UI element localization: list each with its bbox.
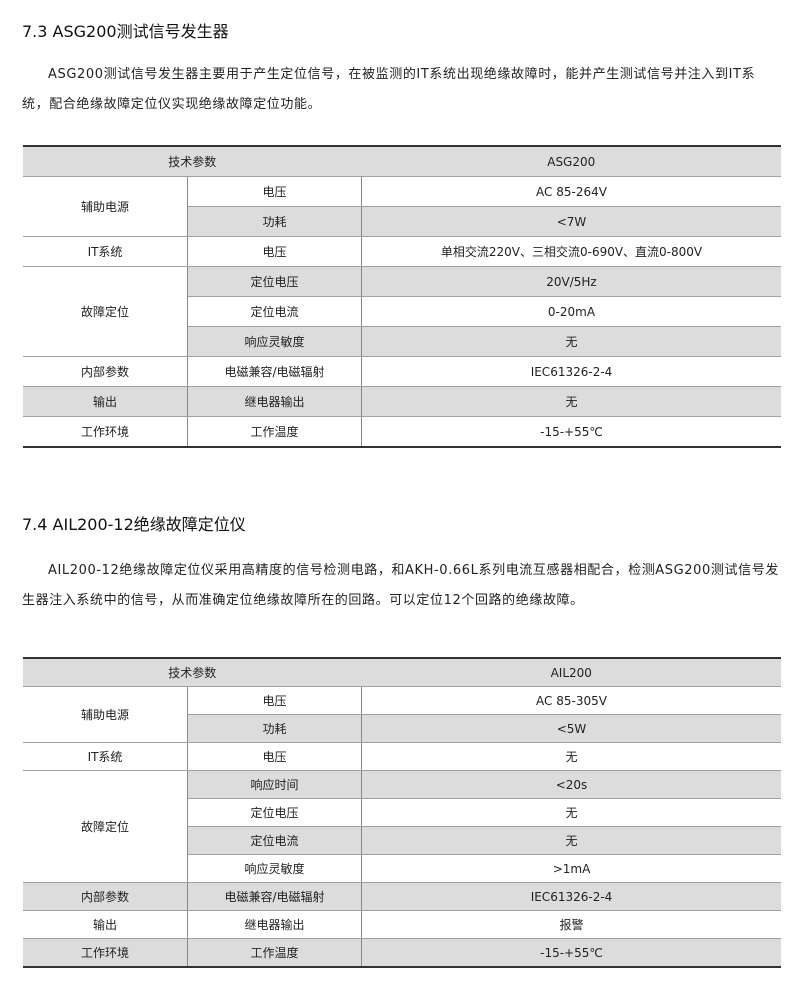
group-cell: 输出 (23, 910, 188, 939)
table-row: 响应灵敏度 >1mA (23, 854, 781, 883)
table-row: IT系统 电压 无 (23, 742, 781, 771)
value-cell: 无 (361, 326, 781, 357)
value-cell: >1mA (361, 854, 781, 883)
table-row: 工作环境 工作温度 -15-+55℃ (23, 416, 781, 448)
table-header-row: 技术参数 AIL200 (23, 657, 781, 687)
value-cell: 20V/5Hz (361, 266, 781, 297)
param-cell: 继电器输出 (187, 910, 362, 939)
param-cell: 定位电流 (187, 826, 362, 855)
param-cell: 功耗 (187, 206, 362, 237)
group-cell: 内部参数 (23, 356, 188, 387)
group-cell: 输出 (23, 386, 188, 417)
value-cell: 无 (361, 742, 781, 771)
table-row: 定位电流 0-20mA (23, 296, 781, 327)
group-cell: 工作环境 (23, 416, 188, 448)
value-cell: -15-+55℃ (361, 938, 781, 968)
section-heading-7-3: 7.3 ASG200测试信号发生器 (22, 22, 229, 41)
param-cell: 工作温度 (187, 416, 362, 448)
param-cell: 继电器输出 (187, 386, 362, 417)
value-cell: 无 (361, 798, 781, 827)
value-cell: IEC61326-2-4 (361, 356, 781, 387)
group-cell: 辅助电源 (23, 686, 188, 743)
table-row: 工作环境 工作温度 -15-+55℃ (23, 938, 781, 968)
param-cell: 定位电流 (187, 296, 362, 327)
table-header-row: 技术参数 ASG200 (23, 145, 781, 177)
value-cell: AC 85-264V (361, 176, 781, 207)
param-cell: 电压 (187, 236, 362, 267)
param-cell: 功耗 (187, 714, 362, 743)
table-row: 辅助电源 电压 AC 85-264V (23, 176, 781, 237)
group-cell: IT系统 (23, 742, 188, 771)
table-row: 辅助电源 电压 AC 85-305V (23, 686, 781, 743)
table-row: 内部参数 电磁兼容/电磁辐射 IEC61326-2-4 (23, 356, 781, 387)
param-cell: 电磁兼容/电磁辐射 (187, 356, 362, 387)
param-cell: 电磁兼容/电磁辐射 (187, 882, 362, 911)
section-paragraph-7-4: AIL200-12绝缘故障定位仪采用高精度的信号检测电路，和AKH-0.66L系… (22, 563, 779, 608)
param-cell: 响应灵敏度 (187, 854, 362, 883)
header-cell: AIL200 (361, 657, 781, 687)
param-cell: 定位电压 (187, 266, 362, 297)
value-cell: <20s (361, 770, 781, 799)
section-heading-7-4: 7.4 AIL200-12绝缘故障定位仪 (22, 515, 246, 534)
param-cell: 电压 (187, 176, 362, 207)
ail200-spec-table: 技术参数 AIL200 辅助电源 电压 AC 85-305V 功耗 <5W IT… (23, 657, 781, 968)
value-cell: 无 (361, 826, 781, 855)
table-row: 故障定位 响应时间 <20s (23, 770, 781, 883)
value-cell: <7W (361, 206, 781, 237)
group-cell: 故障定位 (23, 266, 188, 357)
table-row: 输出 继电器输出 报警 (23, 910, 781, 939)
table-row: IT系统 电压 单相交流220V、三相交流0-690V、直流0-800V (23, 236, 781, 267)
value-cell: 单相交流220V、三相交流0-690V、直流0-800V (361, 236, 781, 267)
value-cell: AC 85-305V (361, 686, 781, 715)
group-cell: 内部参数 (23, 882, 188, 911)
table-row: 故障定位 定位电压 20V/5Hz (23, 266, 781, 357)
param-cell: 电压 (187, 742, 362, 771)
table-row: 内部参数 电磁兼容/电磁辐射 IEC61326-2-4 (23, 882, 781, 911)
param-cell: 定位电压 (187, 798, 362, 827)
param-cell: 电压 (187, 686, 362, 715)
header-cell: 技术参数 (23, 145, 362, 177)
section-paragraph-7-3: ASG200测试信号发生器主要用于产生定位信号，在被监测的IT系统出现绝缘故障时… (22, 67, 756, 112)
header-cell: 技术参数 (23, 657, 362, 687)
value-cell: -15-+55℃ (361, 416, 781, 448)
group-cell: 故障定位 (23, 770, 188, 883)
group-cell: IT系统 (23, 236, 188, 267)
table-row: 功耗 <7W (23, 206, 781, 237)
value-cell: <5W (361, 714, 781, 743)
value-cell: 报警 (361, 910, 781, 939)
asg200-spec-table: 技术参数 ASG200 辅助电源 电压 AC 85-264V 功耗 <7W IT… (23, 145, 781, 448)
table-row: 输出 继电器输出 无 (23, 386, 781, 417)
param-cell: 工作温度 (187, 938, 362, 968)
table-row: 定位电压 无 (23, 798, 781, 827)
param-cell: 响应时间 (187, 770, 362, 799)
header-cell: ASG200 (361, 145, 781, 177)
group-cell: 工作环境 (23, 938, 188, 968)
value-cell: IEC61326-2-4 (361, 882, 781, 911)
value-cell: 无 (361, 386, 781, 417)
group-cell: 辅助电源 (23, 176, 188, 237)
value-cell: 0-20mA (361, 296, 781, 327)
param-cell: 响应灵敏度 (187, 326, 362, 357)
